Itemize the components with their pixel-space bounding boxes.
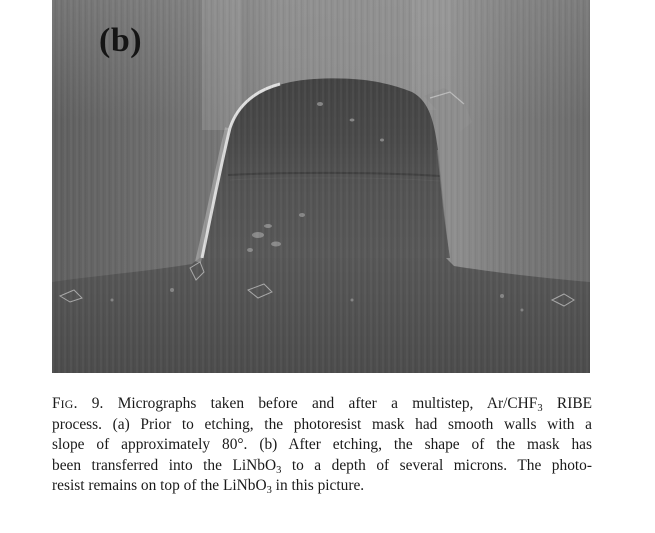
caption-text: slope of approximately 80°. (b) After et…	[52, 436, 592, 454]
caption-text: RIBE	[542, 395, 592, 412]
micrograph-figure: (b)	[52, 0, 590, 373]
figure-caption: FIG. 9. Micrographs taken before and aft…	[52, 394, 592, 497]
caption-line-2: process. (a) Prior to etching, the photo…	[52, 415, 592, 436]
caption-line-3: slope of approximately 80°. (b) After et…	[52, 435, 592, 456]
caption-line-1: FIG. 9. Micrographs taken before and aft…	[52, 394, 592, 415]
subscript: 3	[266, 485, 272, 497]
subscript: 3	[276, 464, 282, 476]
caption-text: Micrographs taken before and after a mul…	[117, 395, 538, 412]
subscript: 3	[537, 403, 543, 414]
caption-text: resist remains on top of the LiNbO	[52, 477, 267, 495]
caption-text: been transferred into the LiNbO	[52, 456, 277, 474]
caption-line-5: resist remains on top of the LiNbO3 in t…	[52, 476, 592, 497]
caption-text: process. (a) Prior to etching, the photo…	[52, 415, 592, 433]
fig-prefix-smallcaps: IG	[60, 397, 74, 411]
sem-micrograph-image	[52, 0, 590, 373]
fig-prefix-initial: F	[52, 395, 61, 412]
panel-label: (b)	[99, 22, 143, 59]
caption-text: to a depth of several microns. The photo…	[281, 456, 592, 474]
caption-text: in this picture.	[271, 477, 365, 495]
fig-number: . 9.	[73, 395, 104, 412]
caption-line-4: been transferred into the LiNbO3 to a de…	[52, 456, 592, 477]
